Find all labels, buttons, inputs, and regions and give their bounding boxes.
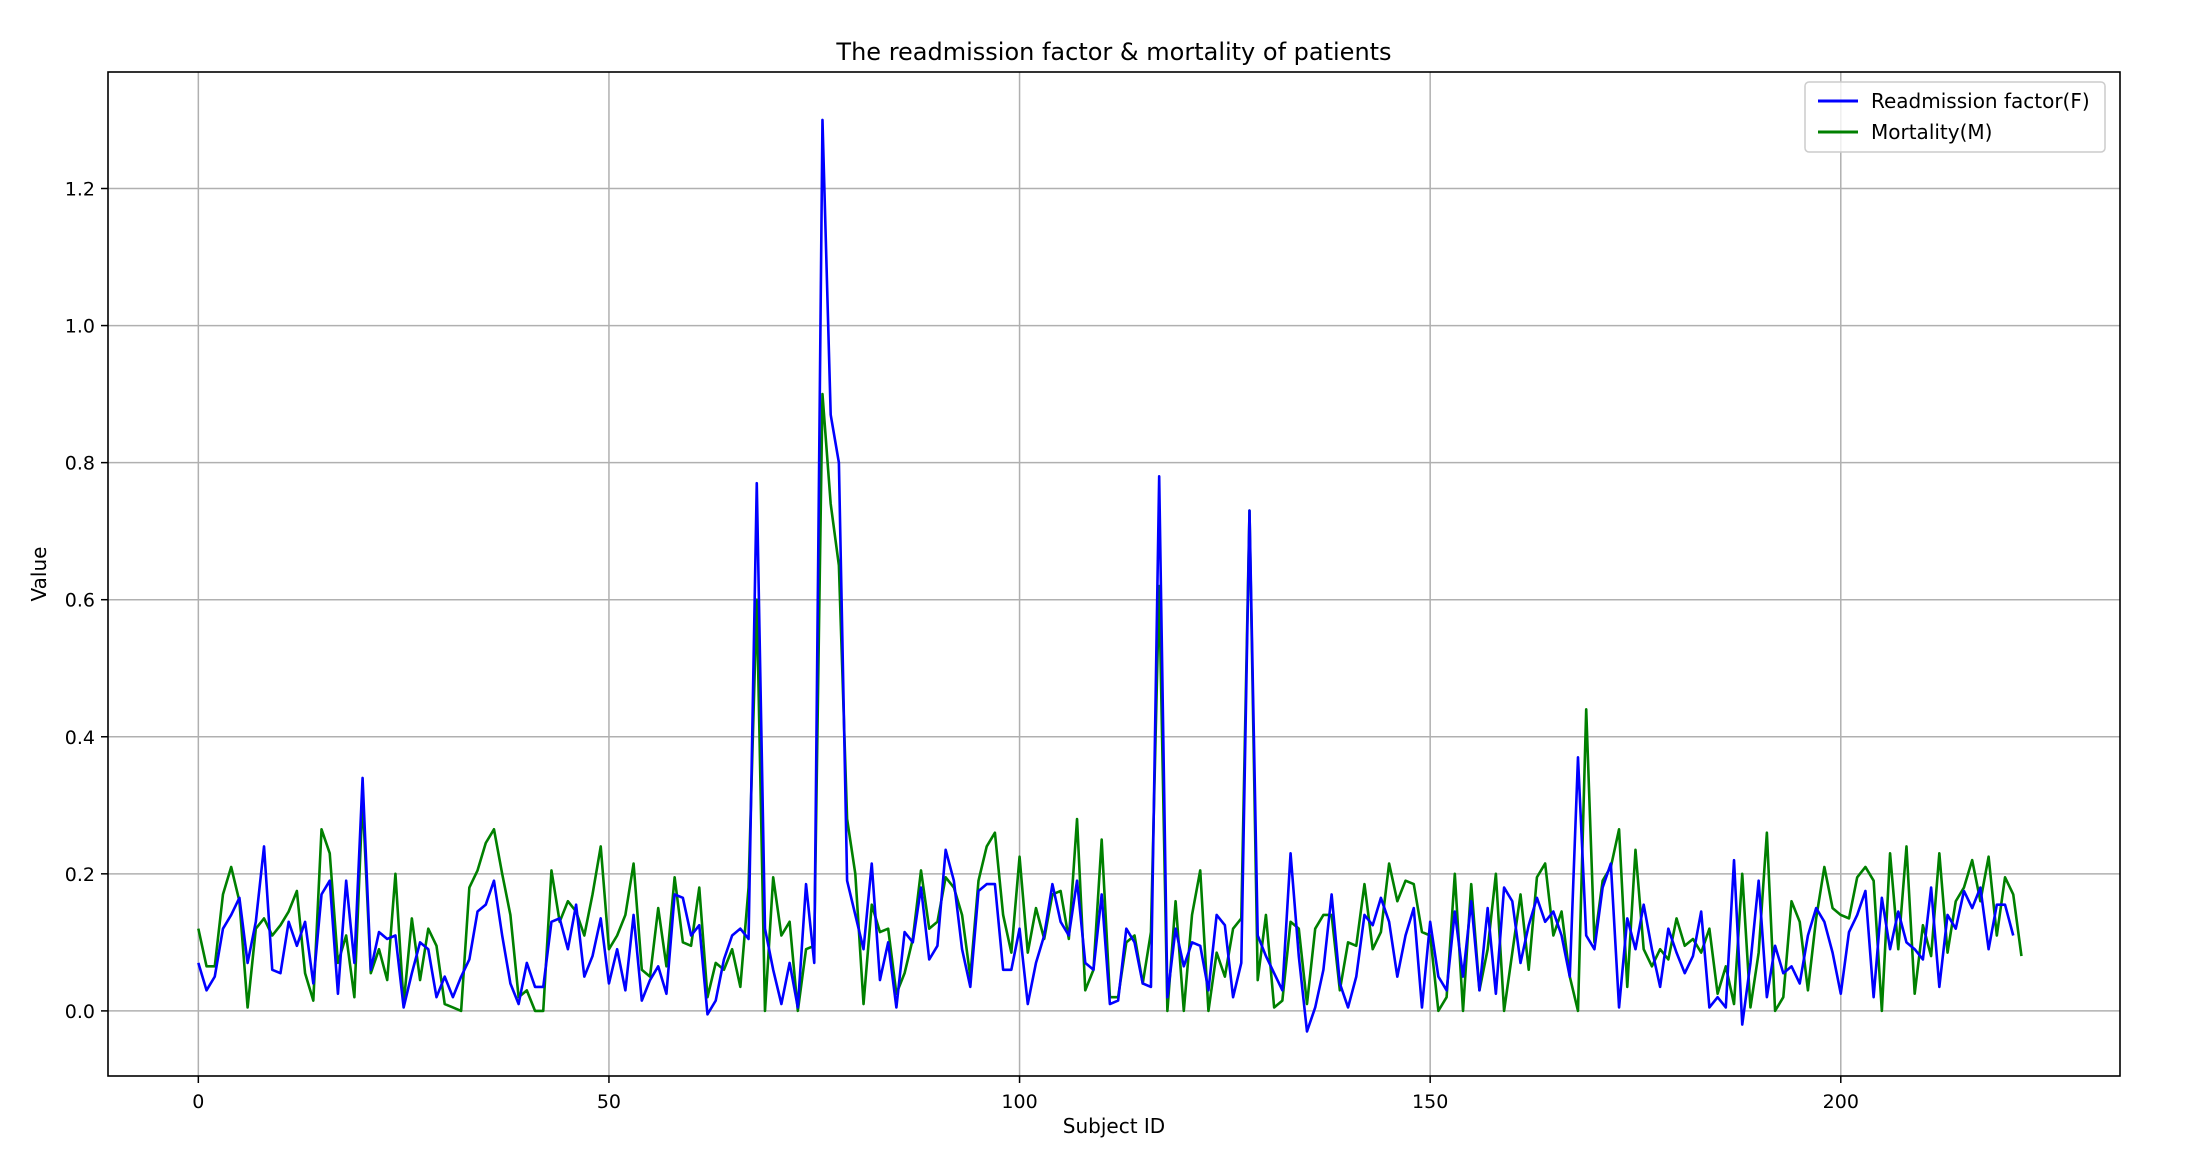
x-tick-label: 200 — [1823, 1091, 1859, 1113]
y-tick-label: 1.2 — [65, 179, 95, 201]
x-axis-label: Subject ID — [1063, 1114, 1165, 1138]
plot-frame — [107, 71, 2121, 1077]
series-lines — [197, 118, 2023, 1033]
y-tick-label: 0.4 — [65, 727, 95, 749]
y-tick-label: 0.8 — [65, 453, 95, 475]
legend-label-mortality: Mortality(M) — [1871, 120, 1992, 144]
legend: Readmission factor(F) Mortality(M) — [1804, 81, 2106, 153]
y-tick-label: 0.2 — [65, 864, 95, 886]
chart-title: The readmission factor & mortality of pa… — [835, 38, 1391, 66]
legend-label-readmission: Readmission factor(F) — [1871, 89, 2090, 113]
grid — [108, 72, 2120, 1076]
y-tick-label: 0.6 — [65, 590, 95, 612]
x-tick-label: 0 — [192, 1091, 204, 1113]
x-tick-label: 100 — [1001, 1091, 1037, 1113]
y-tick-label: 0.0 — [65, 1001, 95, 1023]
y-tick-label: 1.0 — [65, 316, 95, 338]
readmission-factor-line — [197, 118, 2015, 1033]
y-axis-label: Value — [27, 547, 51, 602]
x-tick-label: 50 — [597, 1091, 621, 1113]
legend-box — [1804, 81, 2106, 153]
axis-ticks: 0 50 100 150 200 0.0 0.2 0.4 0.6 0.8 1.0 1.2 — [65, 179, 1859, 1113]
x-tick-label: 150 — [1412, 1091, 1448, 1113]
